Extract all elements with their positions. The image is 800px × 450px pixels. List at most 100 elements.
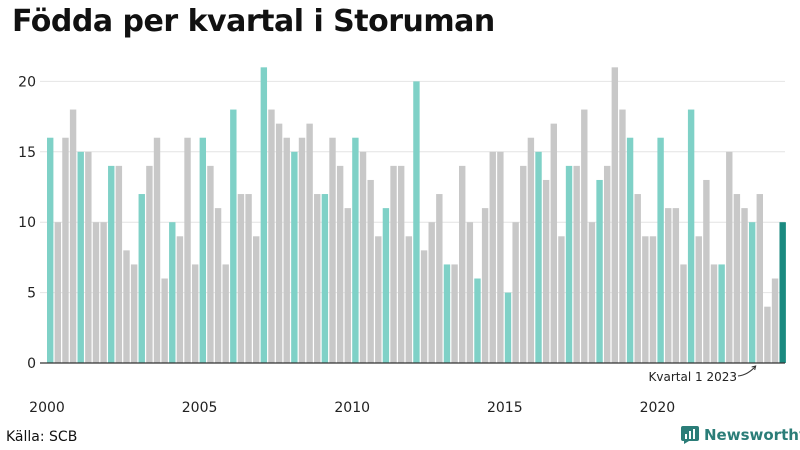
bar bbox=[443, 264, 451, 363]
bar bbox=[489, 151, 496, 363]
brand-name: Newsworthy bbox=[704, 426, 800, 444]
bar bbox=[367, 179, 374, 363]
y-tick-label: 20 bbox=[18, 74, 36, 90]
bar bbox=[497, 151, 504, 363]
bar bbox=[413, 81, 420, 364]
bar bbox=[123, 250, 130, 363]
bar bbox=[642, 236, 649, 363]
y-tick-label: 10 bbox=[18, 215, 36, 231]
bar bbox=[550, 123, 557, 363]
bar bbox=[85, 151, 92, 363]
bar bbox=[573, 165, 580, 363]
bar bbox=[298, 137, 306, 363]
bar bbox=[649, 236, 657, 363]
bar-chart: 0 5 10 15 20 2000 2005 2010 2015 2020 Kvartal 1 2… bbox=[18, 67, 786, 416]
annotation: Kvartal 1 2023 bbox=[649, 365, 757, 384]
bar bbox=[527, 137, 535, 363]
bar bbox=[115, 165, 123, 363]
bar bbox=[214, 208, 222, 363]
bar bbox=[672, 208, 680, 363]
bar bbox=[390, 165, 397, 363]
bar bbox=[726, 151, 733, 363]
bar bbox=[718, 264, 725, 363]
bar bbox=[62, 137, 69, 363]
bar bbox=[733, 194, 741, 363]
bar bbox=[542, 179, 550, 363]
bar bbox=[336, 165, 344, 363]
bar bbox=[665, 208, 672, 363]
bar bbox=[100, 222, 107, 363]
bar bbox=[459, 165, 466, 363]
bar bbox=[222, 264, 229, 363]
bar bbox=[619, 109, 626, 363]
bar bbox=[237, 194, 245, 363]
bar bbox=[92, 222, 100, 363]
bar bbox=[481, 208, 489, 363]
bar bbox=[779, 222, 786, 363]
bar bbox=[108, 165, 115, 363]
bar bbox=[756, 194, 763, 363]
newsworthy-logo-icon bbox=[681, 426, 699, 444]
bar bbox=[375, 236, 382, 363]
bar bbox=[687, 109, 695, 363]
bar bbox=[191, 264, 199, 363]
bars bbox=[47, 67, 786, 364]
bar bbox=[54, 222, 62, 363]
bar bbox=[695, 236, 702, 363]
source-label: Källa: SCB bbox=[6, 429, 78, 445]
bar bbox=[657, 137, 664, 363]
bar bbox=[626, 137, 634, 363]
bar bbox=[420, 250, 428, 363]
bar bbox=[512, 222, 519, 363]
bar bbox=[588, 222, 596, 363]
bar bbox=[596, 179, 603, 363]
x-tick-label: 2010 bbox=[334, 400, 370, 416]
chart-title: Födda per kvartal i Storuman bbox=[12, 4, 495, 39]
bar bbox=[130, 264, 138, 363]
bar bbox=[329, 137, 336, 363]
bar bbox=[344, 208, 351, 363]
bar bbox=[153, 137, 161, 363]
x-tick-label: 2020 bbox=[640, 400, 676, 416]
bar bbox=[321, 194, 329, 363]
bar bbox=[535, 151, 542, 363]
bar bbox=[253, 236, 260, 363]
annotation-arrow bbox=[737, 365, 757, 377]
annotation-arrowhead bbox=[751, 365, 757, 371]
bar bbox=[603, 165, 611, 363]
bar bbox=[611, 67, 619, 363]
brand-logo: Newsworthy bbox=[681, 426, 800, 444]
bar bbox=[260, 67, 268, 363]
x-tick-label: 2015 bbox=[487, 400, 523, 416]
bar bbox=[436, 194, 443, 363]
bar bbox=[428, 222, 435, 363]
bar bbox=[634, 194, 641, 363]
bar bbox=[146, 165, 153, 363]
bar bbox=[764, 306, 771, 363]
annotation-label: Kvartal 1 2023 bbox=[649, 370, 737, 384]
x-tick-label: 2005 bbox=[182, 400, 218, 416]
bar bbox=[359, 151, 367, 363]
bar bbox=[161, 278, 168, 363]
bar bbox=[382, 208, 390, 363]
bar bbox=[306, 123, 313, 363]
bar bbox=[207, 165, 214, 363]
bar bbox=[199, 137, 206, 363]
bar bbox=[405, 236, 413, 363]
bar bbox=[245, 194, 252, 363]
bar bbox=[741, 208, 748, 363]
bar bbox=[47, 137, 54, 363]
bar bbox=[474, 278, 481, 363]
bar bbox=[451, 264, 458, 363]
bar bbox=[558, 236, 565, 363]
bar bbox=[291, 151, 298, 363]
axes: 0 5 10 15 20 2000 2005 2010 2015 2020 bbox=[18, 74, 785, 416]
bar bbox=[771, 278, 779, 363]
bar bbox=[275, 123, 283, 363]
bar bbox=[748, 222, 756, 363]
y-tick-label: 15 bbox=[18, 145, 36, 161]
bar bbox=[176, 236, 184, 363]
bar bbox=[520, 165, 527, 363]
bar bbox=[77, 151, 84, 363]
bar bbox=[581, 109, 588, 363]
